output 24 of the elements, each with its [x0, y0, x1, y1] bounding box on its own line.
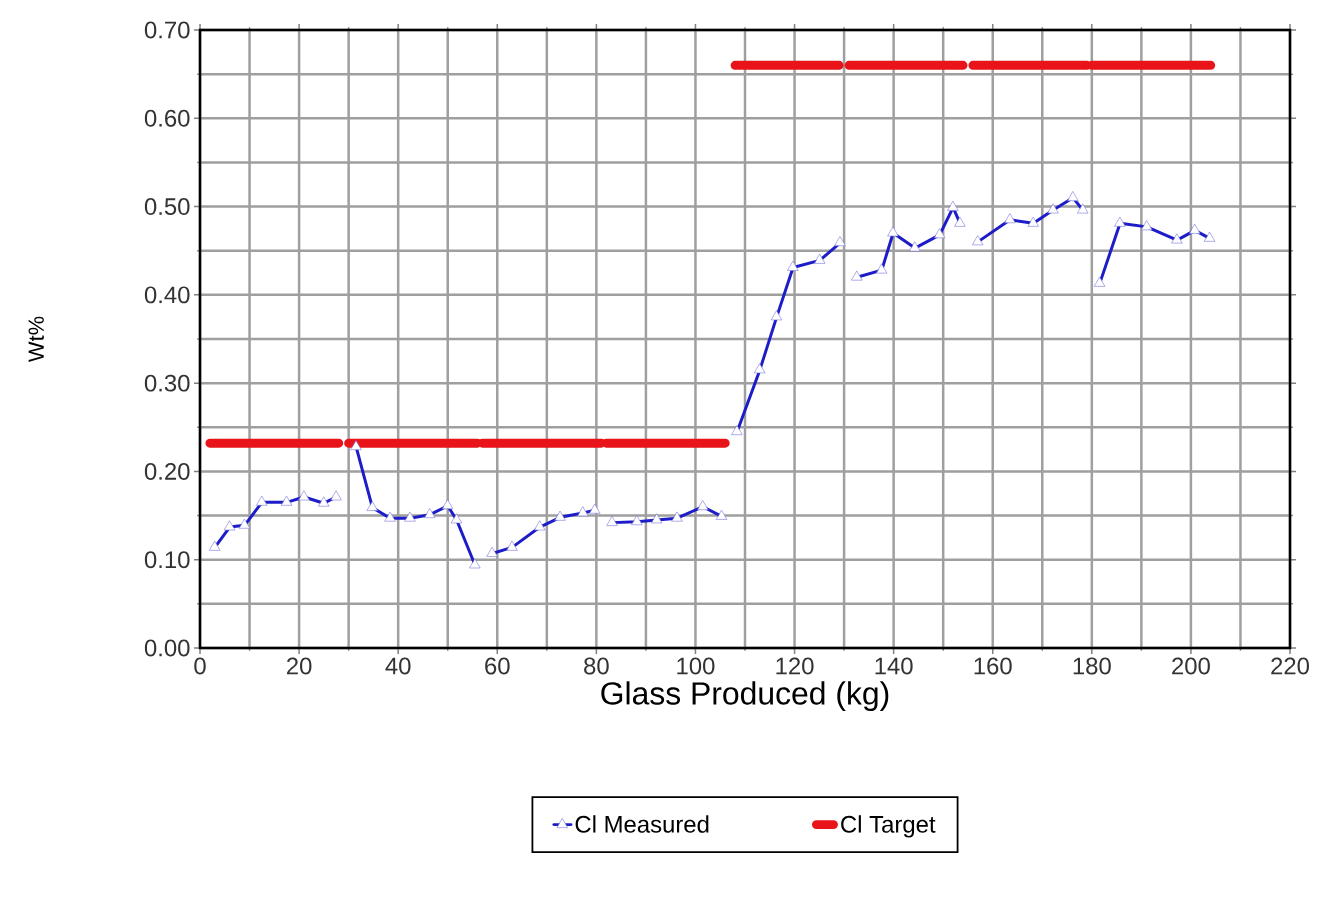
- x-axis-title: Glass Produced (kg): [601, 681, 889, 711]
- x-tick-label: 40: [385, 657, 411, 675]
- legend-label: Cl Measured: [575, 815, 709, 833]
- y-tick-label: 0.60: [144, 109, 190, 127]
- x-tick-label: 80: [584, 657, 609, 675]
- x-tick-label: 160: [974, 657, 1012, 675]
- x-tick-label: 0: [194, 657, 206, 675]
- x-tick-label: 60: [485, 657, 510, 675]
- x-tick-label: 140: [875, 657, 913, 675]
- x-tick-label: 120: [776, 657, 814, 675]
- y-tick-label: 0.30: [144, 374, 190, 392]
- y-axis-title: Wt%: [28, 316, 44, 363]
- legend-label: Cl Target: [841, 815, 936, 838]
- x-tick-label: 220: [1271, 657, 1309, 675]
- x-tick-label: 20: [287, 657, 312, 675]
- x-tick-label: 200: [1172, 657, 1210, 675]
- x-tick-label: 100: [677, 657, 715, 675]
- y-tick-label: 0.40: [144, 286, 190, 304]
- x-tick-label: 180: [1073, 657, 1111, 675]
- y-tick-label: 0.00: [144, 639, 190, 657]
- y-tick-label: 0.50: [144, 198, 190, 216]
- y-tick-label: 0.10: [144, 551, 190, 569]
- y-tick-label: 0.20: [144, 462, 190, 480]
- y-tick-label: 0.70: [144, 21, 190, 39]
